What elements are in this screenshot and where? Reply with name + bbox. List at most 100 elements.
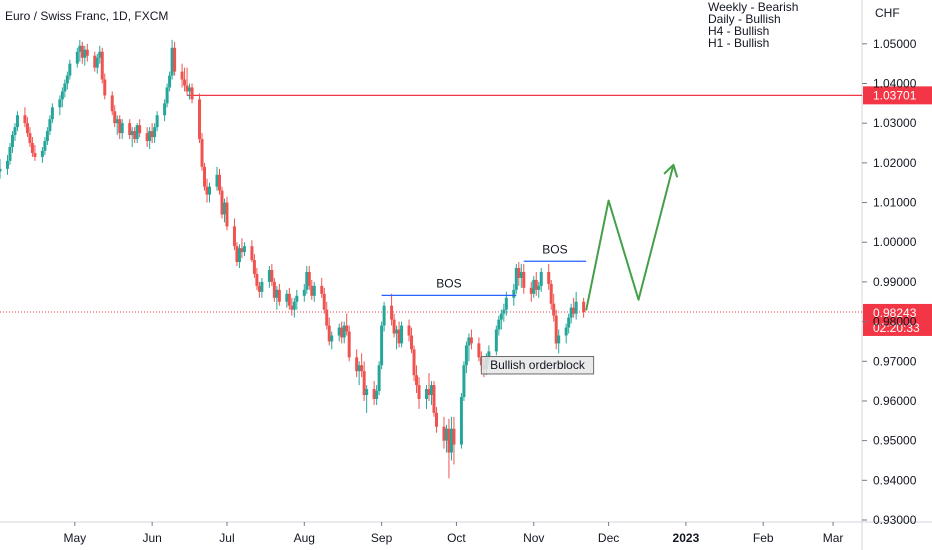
candle-body [170,47,174,76]
candle [173,41,177,76]
candle [85,43,89,62]
candle-body [185,85,189,92]
candle-body [5,160,9,169]
candle-body [345,325,349,332]
candle [295,289,299,310]
candle-body [165,87,169,104]
candle-body [552,303,556,316]
candle-body [15,115,19,128]
candle-body [180,71,184,80]
candle [425,385,429,409]
candle [235,242,239,267]
y-tick-label: 1.05000 [873,37,917,51]
candle [205,178,209,203]
candle [429,381,433,405]
candle-body [547,271,551,284]
candle-body [115,119,119,124]
candle [407,319,411,342]
candle [63,79,67,98]
candle-body [183,79,187,86]
candle-body [75,51,79,64]
candle-body [287,293,291,306]
candle-body [267,270,271,282]
candle-body [145,133,149,142]
candle-body [40,150,44,157]
candle [549,279,553,310]
candle-body [429,385,433,395]
candle [392,313,396,338]
candle-body [252,260,256,274]
candle-body [375,391,379,399]
candle-body [103,79,107,96]
candle [128,119,132,140]
candle [427,373,431,401]
candle-body [50,107,54,120]
candle-body [198,99,202,140]
candle [115,115,119,136]
x-tick-label: Oct [447,531,466,545]
candle-body [133,131,137,140]
candle [330,331,334,350]
candle [462,361,466,401]
candle [305,266,309,294]
bos-label: BOS [542,242,567,256]
candle [130,127,134,147]
candle-body [355,357,359,372]
candle-body [130,131,134,136]
candle [569,303,573,324]
candle-body [407,325,411,336]
candle [322,287,326,314]
candle-body [292,301,296,310]
candle [290,297,294,316]
candle [415,365,419,394]
candle [80,41,84,64]
candle-body [532,279,536,294]
candle [345,313,349,336]
candle [307,266,311,290]
candle-body [372,389,376,399]
candle [292,297,296,318]
candle-body [554,315,558,344]
candle [222,198,226,223]
candle-body [342,325,346,338]
candle-body [225,202,229,227]
candle-body [425,389,429,399]
candle [477,337,481,362]
candle-body [444,428,448,441]
candle-body [285,293,289,302]
y-tick-label: 0.95000 [873,434,917,448]
candle [494,325,498,356]
candle [183,67,187,92]
candle-body [529,287,533,294]
x-tick-label: Aug [294,531,315,545]
candle-body [395,329,399,334]
candle [554,309,558,350]
current-price-tag [863,303,932,336]
candle-body [113,111,117,124]
candle [375,385,379,405]
y-tick-label: 0.97000 [873,354,917,368]
candle-body [539,271,543,286]
candle-body [302,289,306,296]
candle-body [235,246,239,263]
candle-body [519,271,523,278]
candle-body [557,335,561,344]
candle [564,323,568,344]
candle-body [522,271,526,288]
candle [155,111,159,132]
candle-body [487,351,491,358]
candle [572,297,576,318]
candle-body [93,55,97,68]
candle-body [63,83,67,92]
candle [145,127,149,147]
y-tick-label: 0.99000 [873,275,917,289]
candle [310,279,314,300]
candle-body [392,319,396,334]
candle [198,93,202,144]
candle [275,285,279,310]
candle [185,67,189,96]
candle [188,83,192,100]
candle-body [467,337,471,346]
candle [0,158,2,179]
candle [464,341,468,374]
